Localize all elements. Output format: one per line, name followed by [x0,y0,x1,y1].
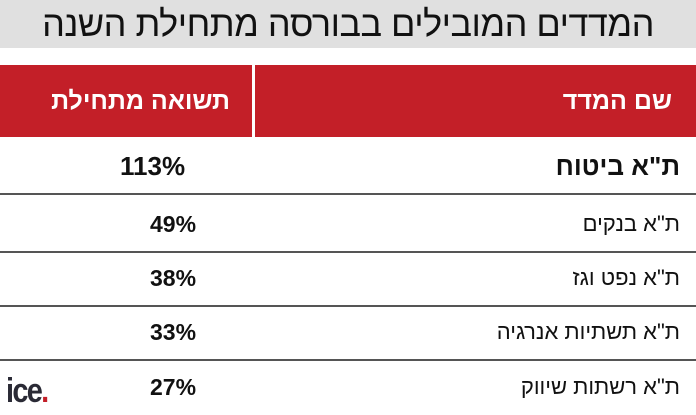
index-name: ת"א רשתות שיווק [520,374,680,399]
column-header-return-label: תשואה מתחילת השנה [51,87,252,187]
table-row: ת"א ביטוח 113% [0,139,696,195]
index-return: 33% [150,319,197,345]
column-header-name: שם המדד [255,65,696,137]
table-row: ת"א בנקים 49% [0,197,696,253]
index-name: ת"א תשתיות אנרגיה [496,319,680,344]
table-row: ת"א תשתיות אנרגיה 33% [0,305,696,361]
index-return: 27% [150,374,197,400]
column-header-name-label: שם המדד [562,87,672,115]
page-title: המדדים המובילים בבורסה מתחילת השנה [0,0,696,48]
index-name: ת"א בנקים [582,211,680,236]
column-header-return: תשואה מתחילת השנה [0,65,252,187]
table-row: ת"א נפט וגז 38% [0,251,696,307]
index-return: 38% [150,265,197,291]
ice-logo: ice. [6,372,49,410]
table-row: ת"א רשתות שיווק 27% [0,360,696,414]
index-return: 113% [120,151,186,181]
index-return: 49% [150,211,197,237]
index-name: ת"א נפט וגז [572,265,680,290]
index-name: ת"א ביטוח [555,151,680,181]
